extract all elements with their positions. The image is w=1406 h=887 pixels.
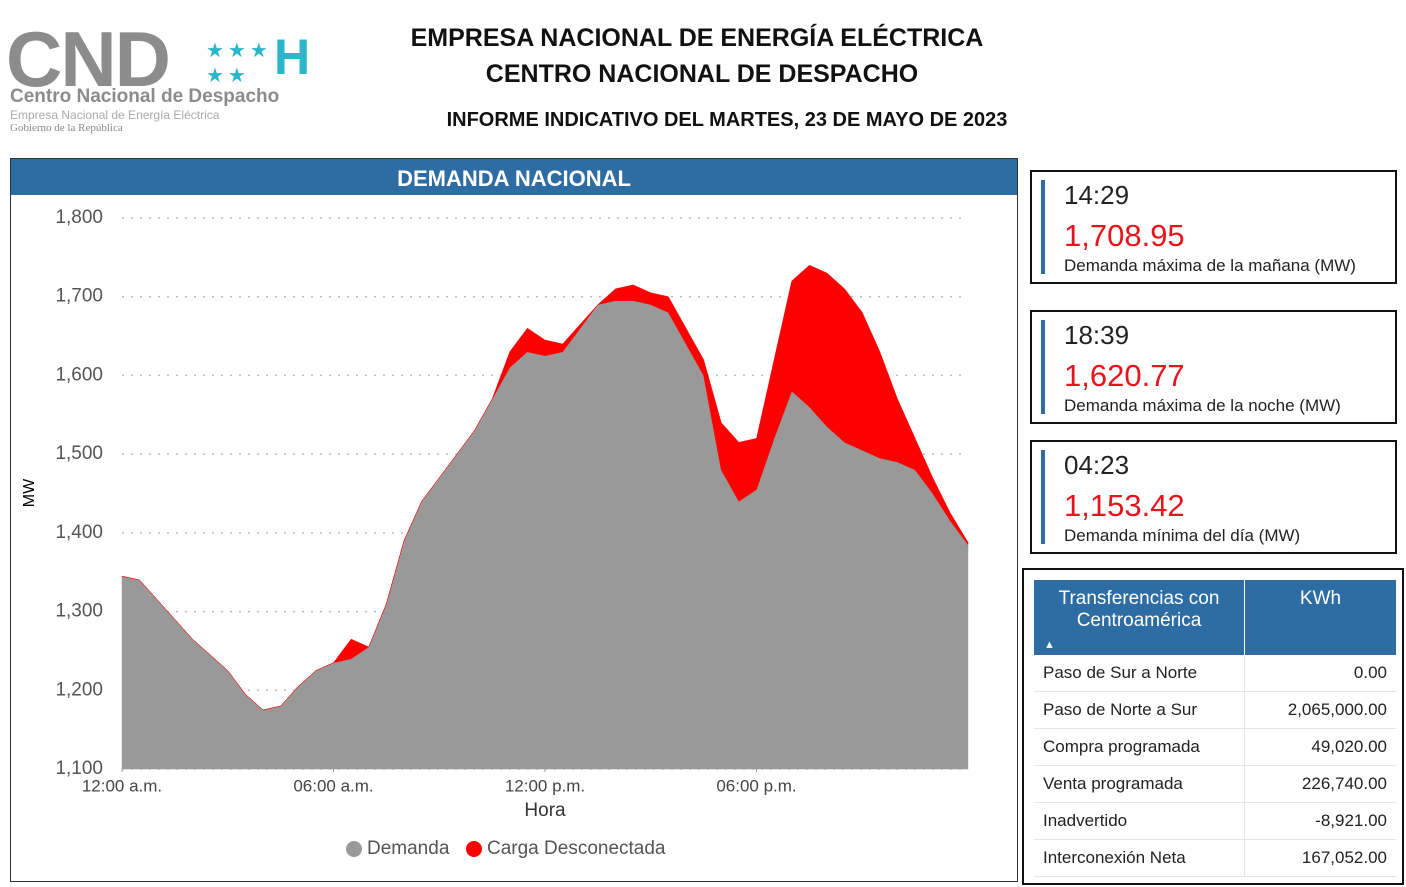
row-value: 226,740.00 <box>1244 765 1396 803</box>
table-row: Paso de Sur a Norte 0.00 <box>1034 655 1396 692</box>
x-tick-label: 06:00 a.m. <box>293 776 373 795</box>
kpi-accent <box>1041 180 1045 274</box>
row-label: Paso de Sur a Norte <box>1034 655 1245 692</box>
row-value: 167,052.00 <box>1244 839 1396 877</box>
x-tick-label: 12:00 p.m. <box>505 776 585 795</box>
sort-icon: ▲ <box>1044 639 1055 651</box>
kpi-label: Demanda mínima del día (MW) <box>1064 526 1301 545</box>
row-label: Paso de Norte a Sur <box>1034 691 1245 729</box>
kpi-time: 04:23 <box>1064 450 1130 480</box>
x-tick-label: 06:00 p.m. <box>716 776 796 795</box>
transfer-table: Transferencias con Centroamérica ▲ KWh Pa… <box>1034 580 1396 877</box>
row-label: Compra programada <box>1034 728 1245 766</box>
y-tick-label: 1,500 <box>55 443 103 464</box>
y-tick-label: 1,700 <box>55 286 103 307</box>
row-value: -8,921.00 <box>1244 802 1396 840</box>
header-line: EMPRESA NACIONAL DE ENERGÍA ELÉCTRICA <box>410 24 984 52</box>
legend-swatch <box>346 841 362 857</box>
row-value: 0.00 <box>1244 655 1396 692</box>
chart-panel: DEMANDA NACIONAL <box>10 158 1018 882</box>
kpi-time: 18:39 <box>1064 320 1130 350</box>
logo-letter: H <box>274 29 311 85</box>
y-axis-label: MW <box>21 478 38 507</box>
kpi-card: 14:29 1,708.95 Demanda máxima de la mañana… <box>1030 170 1397 284</box>
legend-swatch <box>466 841 482 857</box>
kpi-label: Demanda máxima de la noche (MW) <box>1064 396 1341 415</box>
row-value: 2,065,000.00 <box>1244 691 1396 729</box>
transfer-panel: Transferencias con Centroamérica ▲ KWh Pa… <box>1022 568 1404 885</box>
legend-label: Demanda <box>367 838 450 859</box>
area <box>121 264 969 711</box>
x-tick-label: 12:00 a.m. <box>82 776 162 795</box>
legend-label: Carga Desconectada <box>487 838 666 859</box>
x-axis-label: Hora <box>524 800 566 821</box>
y-tick-label: 1,100 <box>55 758 103 779</box>
logo-name: Centro Nacional de Despacho <box>10 86 280 107</box>
table-row: Compra programada 49,020.00 <box>1034 728 1396 766</box>
table-row: Venta programada 226,740.00 <box>1034 765 1396 803</box>
logo: CND ★★★ ★★ H Centro Nacional de Despacho … <box>6 15 316 137</box>
kpi-label: Demanda máxima de la mañana (MW) <box>1064 256 1356 275</box>
logo-government: Gobierno de la República <box>10 122 123 134</box>
y-tick-label: 1,800 <box>55 207 103 228</box>
kpi-accent <box>1041 320 1045 414</box>
chart: 1,100 1,200 1,300 1,400 1,500 1,600 1,700 1,800… <box>21 207 969 859</box>
y-tick-label: 1,200 <box>55 679 103 700</box>
table-row: Interconexión Neta 167,052.00 <box>1034 839 1396 877</box>
row-value: 49,020.00 <box>1244 728 1396 766</box>
kpi-time: 14:29 <box>1064 180 1130 210</box>
kpi-card: 18:39 1,620.77 Demanda máxima de la noche … <box>1030 310 1397 424</box>
column-header[interactable]: KWh <box>1244 580 1396 655</box>
kpi-accent <box>1041 450 1045 544</box>
row-label: Venta programada <box>1034 765 1245 803</box>
y-tick-label: 1,400 <box>55 522 103 543</box>
row-label: Inadvertido <box>1034 802 1245 840</box>
y-tick-label: 1,600 <box>55 364 103 385</box>
logo-company: Empresa Nacional de Energía Eléctrica <box>10 108 220 122</box>
kpi-value: 1,620.77 <box>1064 358 1185 393</box>
report-date: INFORME INDICATIVO DEL MARTES, 23 DE MAY… <box>446 109 1008 131</box>
logo-stars: ★★★ ★★ <box>206 40 272 87</box>
column-header-text: KWh <box>1299 588 1342 609</box>
table-row: Inadvertido -8,921.00 <box>1034 802 1396 840</box>
kpi-value: 1,153.42 <box>1064 488 1185 523</box>
header-line: CENTRO NACIONAL DE DESPACHO <box>485 60 919 88</box>
row-label: Interconexión Neta <box>1034 839 1245 877</box>
logo-mark: CND <box>6 15 171 103</box>
kpi-value: 1,708.95 <box>1064 218 1185 253</box>
y-tick-label: 1,300 <box>55 601 103 622</box>
column-header[interactable]: Transferencias con Centroamérica ▲ <box>1034 580 1245 655</box>
table-body: Paso de Sur a Norte 0.00 Paso de Norte a S… <box>1034 655 1396 877</box>
kpi-card: 04:23 1,153.42 Demanda mínima del día (MW) <box>1030 440 1397 554</box>
chart-title: DEMANDA NACIONAL <box>11 159 1017 195</box>
column-header-text: Transferencias con Centroamérica <box>1058 588 1220 631</box>
table-row: Paso de Norte a Sur 2,065,000.00 <box>1034 691 1396 729</box>
